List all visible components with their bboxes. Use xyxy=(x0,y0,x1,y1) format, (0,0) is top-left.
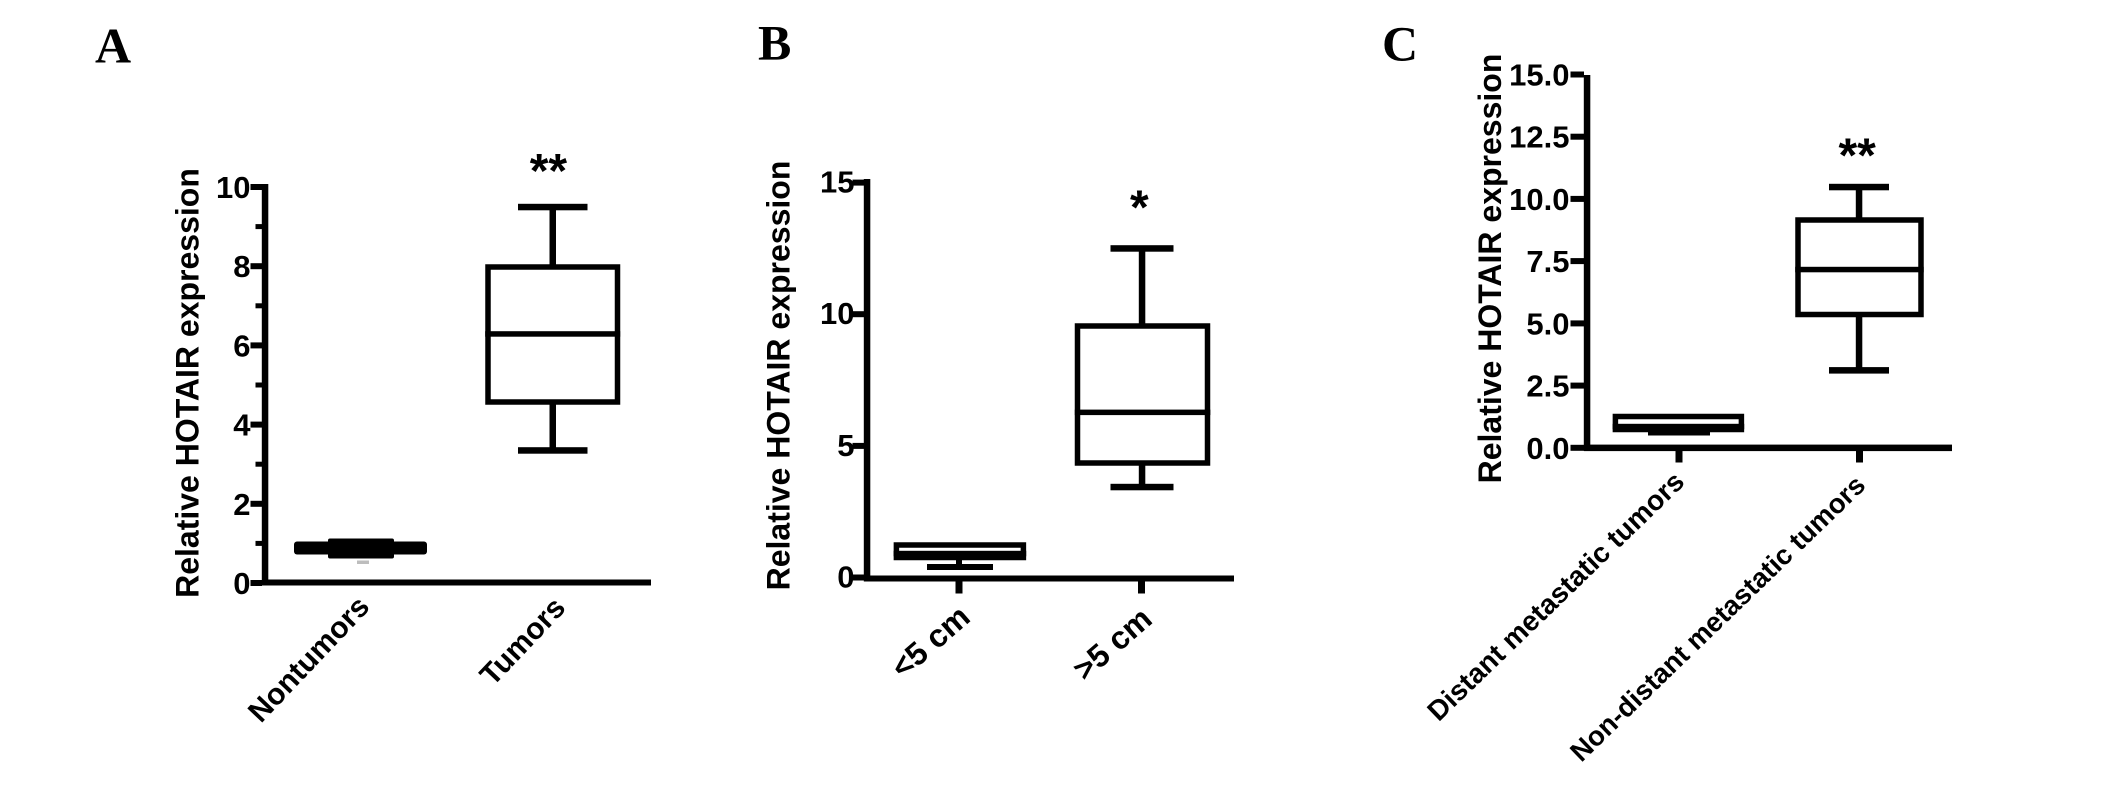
svg-text:**: ** xyxy=(530,145,568,198)
svg-text:C: C xyxy=(1382,16,1418,72)
svg-text:10: 10 xyxy=(216,170,250,205)
svg-text:12.5: 12.5 xyxy=(1509,120,1569,155)
svg-text:2: 2 xyxy=(233,487,250,522)
svg-text:7.5: 7.5 xyxy=(1526,244,1569,279)
svg-text:2.5: 2.5 xyxy=(1526,369,1569,404)
svg-text:8: 8 xyxy=(233,249,250,284)
svg-text:A: A xyxy=(95,18,131,74)
svg-text:Relative HOTAIR expression: Relative HOTAIR expression xyxy=(170,168,206,598)
svg-text:15.0: 15.0 xyxy=(1509,58,1569,93)
svg-text:0: 0 xyxy=(233,566,250,601)
svg-text:4: 4 xyxy=(233,408,251,443)
svg-text:10.0: 10.0 xyxy=(1509,182,1569,217)
svg-text:**: ** xyxy=(1839,129,1877,182)
svg-text:15: 15 xyxy=(820,165,854,200)
svg-text:10: 10 xyxy=(820,296,854,331)
svg-text:0: 0 xyxy=(837,560,854,595)
svg-text:6: 6 xyxy=(233,328,250,363)
svg-text:0.0: 0.0 xyxy=(1526,431,1569,466)
svg-text:B: B xyxy=(758,15,791,71)
svg-text:Relative HOTAIR expression: Relative HOTAIR expression xyxy=(761,161,797,591)
svg-text:5.0: 5.0 xyxy=(1526,306,1569,341)
svg-text:*: * xyxy=(1130,181,1149,234)
svg-text:Relative HOTAIR expression: Relative HOTAIR expression xyxy=(1472,54,1508,484)
svg-text:5: 5 xyxy=(837,428,854,463)
